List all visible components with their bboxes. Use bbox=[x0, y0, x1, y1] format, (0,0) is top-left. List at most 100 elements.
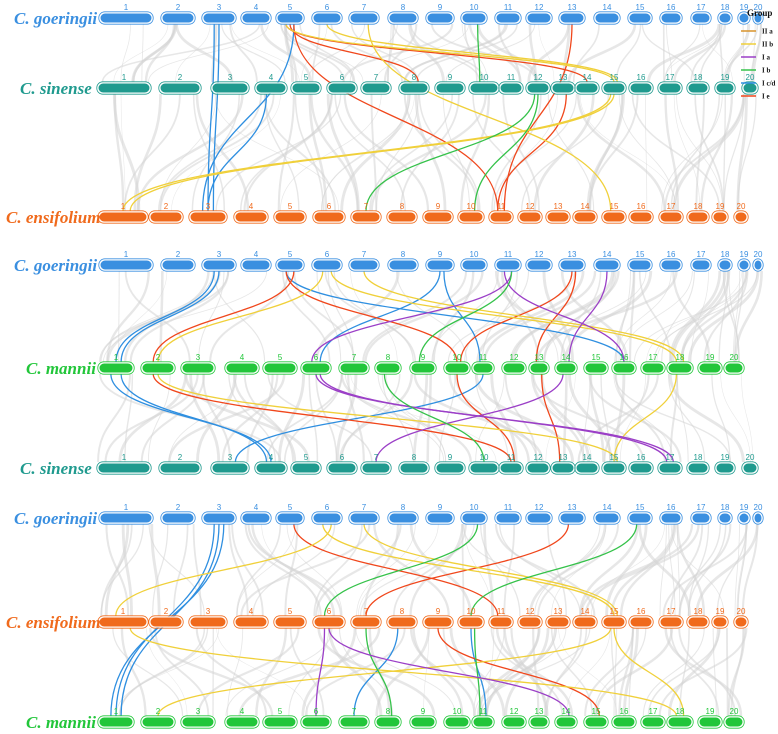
background-link bbox=[315, 373, 338, 463]
chromosome bbox=[575, 82, 599, 94]
chromosome bbox=[399, 462, 429, 474]
chromosome-outline bbox=[517, 615, 543, 629]
chromosome-outline bbox=[690, 11, 712, 25]
chromosome-outline bbox=[741, 461, 759, 475]
species-label-goeringii: C. goeringii bbox=[14, 9, 97, 28]
chromosome bbox=[738, 259, 750, 271]
chromosome bbox=[584, 716, 608, 728]
background-link bbox=[231, 523, 264, 617]
background-link bbox=[383, 23, 418, 83]
background-link bbox=[386, 23, 395, 83]
chromosome-number: 8 bbox=[401, 3, 406, 12]
background-link bbox=[474, 373, 575, 463]
background-link bbox=[338, 373, 413, 463]
chromosome bbox=[141, 716, 175, 728]
chromosome-number: 7 bbox=[352, 353, 357, 362]
chromosome-number: 7 bbox=[362, 503, 367, 512]
chromosome bbox=[687, 211, 709, 223]
chromosome-outline bbox=[697, 361, 723, 375]
chromosome-outline bbox=[525, 461, 551, 475]
gene-link bbox=[473, 93, 539, 212]
chromosome-outline bbox=[348, 11, 380, 25]
background-link bbox=[503, 523, 516, 617]
chromosome-number: 11 bbox=[504, 503, 513, 512]
chromosome bbox=[718, 259, 732, 271]
chromosome-outline bbox=[737, 11, 751, 25]
chromosome-number: 6 bbox=[340, 453, 345, 462]
chromosome bbox=[602, 462, 626, 474]
background-link bbox=[690, 23, 721, 83]
chromosome-number: 18 bbox=[694, 453, 703, 462]
chromosome-number: 9 bbox=[448, 453, 453, 462]
chromosome-number: 3 bbox=[217, 3, 222, 12]
chromosome-outline bbox=[752, 258, 764, 272]
background-link bbox=[723, 23, 748, 83]
chromosome bbox=[327, 462, 357, 474]
chromosome-number: 12 bbox=[534, 453, 543, 462]
chromosome-number: 1 bbox=[122, 73, 127, 82]
background-link bbox=[392, 523, 467, 617]
chromosome-number: 6 bbox=[325, 250, 330, 259]
chromosome bbox=[159, 82, 201, 94]
background-link bbox=[97, 373, 131, 463]
chromosome-number: 13 bbox=[535, 353, 544, 362]
chromosome-number: 16 bbox=[637, 453, 646, 462]
chromosome-number: 17 bbox=[697, 250, 706, 259]
chromosome-number: 9 bbox=[438, 503, 443, 512]
background-link bbox=[641, 23, 696, 83]
chromosome bbox=[602, 211, 626, 223]
chromosome bbox=[658, 82, 682, 94]
chromosome-outline bbox=[233, 210, 269, 224]
chromosome-number: 3 bbox=[206, 607, 211, 616]
chromosome bbox=[159, 462, 201, 474]
chromosome bbox=[263, 362, 297, 374]
chromosome-number: 15 bbox=[610, 607, 619, 616]
chromosome-number: 18 bbox=[676, 353, 685, 362]
chromosome bbox=[349, 259, 379, 271]
background-link bbox=[342, 23, 454, 83]
chromosome-number: 17 bbox=[667, 607, 676, 616]
chromosome-outline bbox=[96, 81, 152, 95]
gene-link bbox=[319, 270, 441, 363]
gene-link bbox=[285, 270, 625, 363]
background-link bbox=[534, 523, 601, 617]
chromosome-number: 8 bbox=[386, 707, 391, 716]
background-link bbox=[618, 270, 631, 363]
background-link bbox=[532, 373, 645, 463]
chromosome-outline bbox=[460, 258, 488, 272]
background-link bbox=[120, 23, 131, 83]
background-link bbox=[123, 93, 181, 212]
chromosome-outline bbox=[711, 615, 729, 629]
chromosome-outline bbox=[601, 615, 627, 629]
chromosome bbox=[495, 259, 521, 271]
chromosome-outline bbox=[97, 615, 149, 629]
chromosome-outline bbox=[659, 11, 683, 25]
background-link bbox=[594, 627, 674, 717]
chromosome-outline bbox=[666, 715, 694, 729]
chromosome-outline bbox=[601, 210, 627, 224]
background-link bbox=[112, 627, 184, 717]
chromosome-outline bbox=[311, 258, 343, 272]
background-link bbox=[286, 523, 343, 617]
chromosome-number: 13 bbox=[559, 73, 568, 82]
background-link bbox=[724, 23, 759, 83]
chromosome-outline bbox=[697, 715, 723, 729]
species-label-ensifolium: C. ensifolium bbox=[6, 613, 100, 632]
chromosome bbox=[641, 362, 665, 374]
chromosome-number: 20 bbox=[730, 707, 739, 716]
gene-link bbox=[613, 627, 685, 717]
background-link bbox=[412, 627, 464, 717]
chromosome-outline bbox=[471, 715, 495, 729]
chromosome bbox=[211, 82, 249, 94]
chromosome-outline bbox=[311, 511, 343, 525]
chromosome-outline bbox=[498, 461, 524, 475]
chromosome bbox=[255, 82, 287, 94]
background-link bbox=[669, 523, 704, 617]
chromosome-outline bbox=[275, 511, 305, 525]
background-link bbox=[267, 373, 373, 463]
chromosome-number: 8 bbox=[412, 73, 417, 82]
chromosome-number: 5 bbox=[288, 3, 293, 12]
background-link bbox=[157, 93, 262, 212]
chromosome-outline bbox=[158, 81, 202, 95]
chromosome-outline bbox=[210, 81, 250, 95]
